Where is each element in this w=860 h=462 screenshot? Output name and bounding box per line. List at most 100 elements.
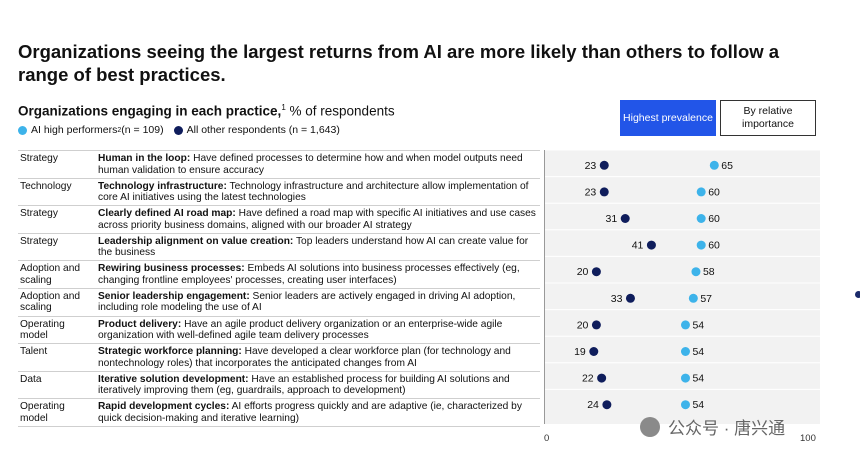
row-category: Adoption and scaling [20,290,81,314]
high-performers-value: 60 [708,240,720,252]
row-description: Technology infrastructure: Technology in… [98,181,538,204]
subtitle-bold: Organizations engaging in each practice, [18,103,282,119]
row-category: Data [20,373,42,385]
x-tick-min: 0 [544,433,550,444]
wechat-icon [640,416,660,437]
row-title: Technology infrastructure: [98,180,227,192]
relative-importance-button[interactable]: By relative importance [720,100,816,136]
row-description: Human in the loop: Have defined processe… [98,153,538,176]
row-title: Human in the loop: [98,153,191,164]
high-performers-value: 54 [692,399,704,411]
dot-plot-svg: 23 65 23 60 31 60 41 60 20 58 33 57 20 54 19 54 22 54 24 54 [544,150,820,424]
row-category: Talent [20,346,48,358]
row-title: Rewiring business processes: [98,263,245,275]
other-respondents-value: 23 [585,186,597,198]
row-text: AI efforts progress quickly and are adap… [98,401,522,424]
table-row: Talent Strategic workforce planning: Have… [18,343,540,371]
row-text: Have an agile product delivery organizat… [98,318,503,342]
row-text: Have defined a road map with specific AI… [98,208,536,231]
legend: AI high performers 2 (n = 109) All other … [18,124,340,136]
table-row: Technology Technology infrastructure: Tec… [18,177,540,206]
table-row: Strategy Clearly defined AI road map: Hav… [18,205,540,233]
table-row: Operating model Product delivery: Have an… [18,315,540,344]
high-performers-value: 60 [708,213,720,225]
legend-high-footnote: 2 [117,126,122,134]
table-row: Adoption and scaling Senior leadership en… [18,287,540,316]
other-respondents-dot [589,347,599,356]
high-performers-value: 58 [703,266,715,278]
other-respondents-dot [591,267,601,277]
edge-dot-icon [855,291,860,298]
row-description: Strategic workforce planning: Have devel… [98,346,538,369]
other-respondents-value: 31 [606,213,618,225]
other-respondents-dot [602,400,612,410]
row-text: Technology infrastructure and architectu… [98,180,529,204]
high-performers-value: 54 [692,319,704,331]
high-performers-value: 54 [692,346,704,358]
other-respondents-dot [646,240,656,250]
row-title: Senior leadership engagement: [98,290,250,302]
chart-title: Organizations seeing the largest returns… [18,41,780,85]
row-title: Iterative solution development: [98,373,249,385]
row-category: Operating model [20,318,65,342]
row-category: Operating model [20,401,65,424]
legend-high-label: AI high performers [31,124,118,136]
subtitle-unit: % of respondents [285,103,395,119]
row-text: Top leaders understand how AI can create… [98,235,529,259]
other-respondents-value: 33 [611,293,623,305]
other-respondents-value: 24 [587,399,599,411]
x-tick-max: 100 [800,433,816,444]
other-respondents-value: 19 [574,346,586,358]
other-respondents-dot [599,187,609,197]
high-performers-dot [688,293,698,303]
other-respondents-dot [625,293,635,303]
legend-other-label: All other respondents (n = 1,643) [186,124,340,136]
row-text: Have an established process for building… [98,373,510,397]
row-title: Rapid development cycles: [98,401,230,413]
high-performers-dot [709,160,719,170]
high-performers-dot [680,373,690,383]
row-description: Senior leadership engagement: Senior lea… [98,291,538,314]
high-performers-dot [696,187,706,197]
other-respondents-dot [599,160,609,170]
legend-high-n: (n = 109) [121,124,164,136]
other-respondents-dot [620,214,630,223]
watermark: 公众号 · 唐兴通 [640,414,785,439]
row-title: Product delivery: [98,318,182,330]
row-text: Have defined processes to determine how … [98,153,523,176]
row-title: Clearly defined AI road map: [98,208,236,220]
high-performers-dot [680,320,690,330]
high-performers-value: 60 [708,186,720,198]
row-text: Embeds AI solutions into business proces… [98,263,520,286]
highest-prevalence-button[interactable]: Highest prevalence [620,100,716,136]
row-category: Strategy [20,208,58,220]
high-performers-dot [691,267,701,277]
subtitle-footnote: 1 [281,103,286,112]
table-row: Strategy Human in the loop: Have defined … [18,150,540,178]
table-row: Data Iterative solution development: Have… [18,370,540,399]
high-performers-dot [680,347,690,356]
row-description: Rewiring business processes: Embeds AI s… [98,263,538,286]
row-description: Iterative solution development: Have an … [98,374,538,397]
other-respondents-value: 20 [577,266,589,278]
other-respondents-dot [597,373,607,383]
dot-plot-area: 23 65 23 60 31 60 41 60 20 58 33 57 20 54 19 54 22 54 24 54 [544,150,820,424]
table-row: Adoption and scaling Rewiring business pr… [18,260,540,288]
table-row: Operating model Rapid development cycles:… [18,398,540,427]
high-performers-dot [696,240,706,250]
high-performers-dot [680,400,690,410]
watermark-text: 公众号 · 唐兴通 [668,419,786,438]
practice-table: Strategy Human in the loop: Have defined … [18,150,540,427]
legend-other-dot [173,125,183,135]
high-performers-dot [696,214,706,223]
row-description: Rapid development cycles: AI efforts pro… [98,401,538,424]
row-title: Strategic workforce planning: [98,346,242,358]
high-performers-value: 65 [721,160,733,172]
row-category: Strategy [20,235,58,247]
other-respondents-value: 23 [585,160,597,172]
other-respondents-value: 41 [632,240,644,252]
row-category: Technology [20,180,72,192]
row-text: Have developed a clear workforce plan (f… [98,346,511,369]
table-row: Strategy Leadership alignment on value cr… [18,232,540,261]
other-respondents-dot [591,320,601,330]
